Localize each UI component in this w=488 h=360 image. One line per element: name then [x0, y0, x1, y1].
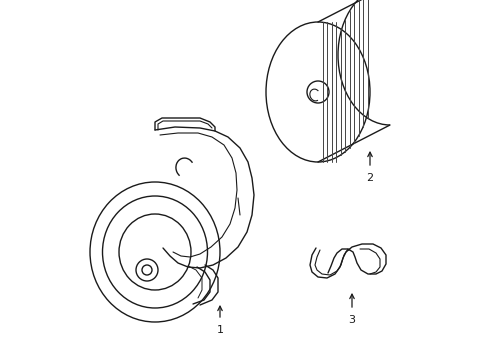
Text: 2: 2	[366, 173, 373, 183]
Text: 3: 3	[348, 315, 355, 325]
Text: 1: 1	[216, 325, 223, 335]
